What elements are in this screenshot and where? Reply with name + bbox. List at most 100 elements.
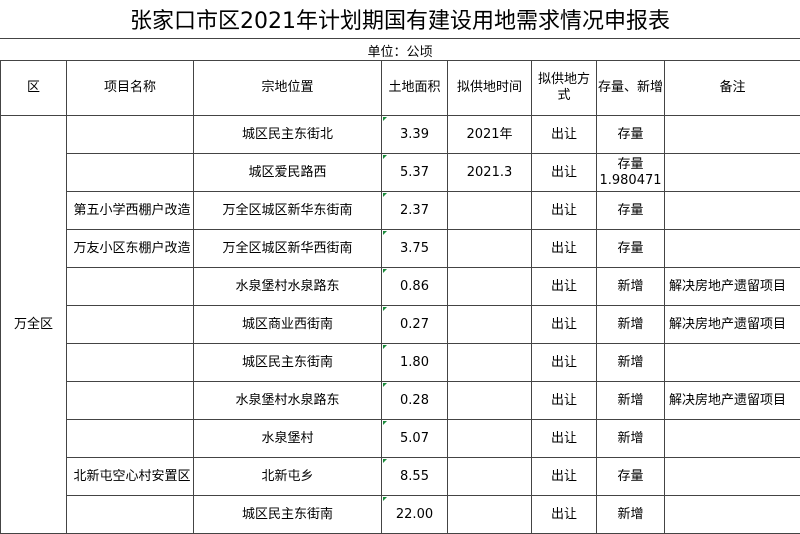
location-cell[interactable]: 城区民主东街南 — [194, 344, 382, 382]
time-cell[interactable] — [448, 230, 532, 268]
type-cell[interactable]: 新增 — [597, 496, 665, 534]
project-cell[interactable] — [67, 382, 194, 420]
method-cell[interactable]: 出让 — [532, 192, 597, 230]
note-cell-text: 解决房地产遗留项目 — [669, 317, 800, 333]
project-cell[interactable]: 万友小区东棚户改造 — [67, 230, 194, 268]
type-cell[interactable]: 存量 — [597, 192, 665, 230]
header-area[interactable]: 土地面积 — [382, 61, 448, 116]
type-cell-text: 存量 — [597, 241, 664, 257]
location-cell[interactable]: 水泉堡村水泉路东 — [194, 382, 382, 420]
method-cell-text: 出让 — [532, 507, 596, 523]
location-cell[interactable]: 城区民主东街北 — [194, 116, 382, 154]
location-cell[interactable]: 城区民主东街南 — [194, 496, 382, 534]
area-cell[interactable]: 8.55 — [382, 458, 448, 496]
note-cell[interactable]: 解决房地产遗留项目 — [665, 306, 800, 344]
note-cell[interactable] — [665, 458, 800, 496]
method-cell[interactable]: 出让 — [532, 344, 597, 382]
header-district[interactable]: 区 — [1, 61, 67, 116]
method-cell[interactable]: 出让 — [532, 154, 597, 192]
location-cell[interactable]: 水泉堡村水泉路东 — [194, 268, 382, 306]
district-cell[interactable]: 万全区 — [1, 116, 67, 534]
type-cell[interactable]: 新增 — [597, 344, 665, 382]
location-cell-text: 城区民主东街北 — [194, 127, 381, 143]
method-cell[interactable]: 出让 — [532, 116, 597, 154]
type-cell[interactable]: 新增 — [597, 420, 665, 458]
method-cell[interactable]: 出让 — [532, 496, 597, 534]
project-cell[interactable] — [67, 420, 194, 458]
type-cell[interactable]: 新增 — [597, 382, 665, 420]
time-cell[interactable] — [448, 496, 532, 534]
method-cell[interactable]: 出让 — [532, 230, 597, 268]
area-cell-text: 22.00 — [382, 507, 447, 523]
location-cell[interactable]: 北新屯乡 — [194, 458, 382, 496]
project-cell[interactable] — [67, 496, 194, 534]
location-cell[interactable]: 城区商业西街南 — [194, 306, 382, 344]
project-cell[interactable] — [67, 306, 194, 344]
area-cell[interactable]: 1.80 — [382, 344, 448, 382]
area-cell[interactable]: 3.39 — [382, 116, 448, 154]
header-project[interactable]: 项目名称 — [67, 61, 194, 116]
note-cell[interactable] — [665, 116, 800, 154]
area-cell[interactable]: 5.37 — [382, 154, 448, 192]
area-cell[interactable]: 5.07 — [382, 420, 448, 458]
note-cell[interactable]: 解决房地产遗留项目 — [665, 268, 800, 306]
area-cell[interactable]: 0.27 — [382, 306, 448, 344]
location-cell-text: 万全区城区新华西街南 — [194, 241, 381, 257]
time-cell[interactable] — [448, 344, 532, 382]
note-cell[interactable] — [665, 344, 800, 382]
type-cell[interactable]: 新增 — [597, 268, 665, 306]
location-cell[interactable]: 水泉堡村 — [194, 420, 382, 458]
project-cell[interactable] — [67, 268, 194, 306]
method-cell[interactable]: 出让 — [532, 306, 597, 344]
time-cell[interactable] — [448, 192, 532, 230]
area-cell[interactable]: 2.37 — [382, 192, 448, 230]
note-cell[interactable]: 解决房地产遗留项目 — [665, 382, 800, 420]
type-cell[interactable]: 存量 1.980471 — [597, 154, 665, 192]
project-cell[interactable]: 第五小学西棚户改造 — [67, 192, 194, 230]
time-cell[interactable]: 2021年 — [448, 116, 532, 154]
unit-label: 单位：公顷 — [0, 38, 800, 61]
type-cell[interactable]: 存量 — [597, 458, 665, 496]
method-cell-text: 出让 — [532, 203, 596, 219]
type-cell-text: 存量 — [597, 203, 664, 219]
header-note[interactable]: 备注 — [665, 61, 800, 116]
project-cell[interactable] — [67, 116, 194, 154]
project-cell[interactable]: 北新屯空心村安置区 — [67, 458, 194, 496]
time-cell[interactable] — [448, 458, 532, 496]
note-cell[interactable] — [665, 154, 800, 192]
header-method[interactable]: 拟供地方式 — [532, 61, 597, 116]
area-cell-text: 3.39 — [382, 127, 447, 143]
area-cell[interactable]: 0.28 — [382, 382, 448, 420]
header-type[interactable]: 存量、新增 — [597, 61, 665, 116]
area-cell[interactable]: 0.86 — [382, 268, 448, 306]
location-cell[interactable]: 城区爱民路西 — [194, 154, 382, 192]
time-cell[interactable]: 2021.3 — [448, 154, 532, 192]
method-cell[interactable]: 出让 — [532, 382, 597, 420]
type-cell[interactable]: 新增 — [597, 306, 665, 344]
project-cell[interactable] — [67, 344, 194, 382]
method-cell[interactable]: 出让 — [532, 268, 597, 306]
time-cell[interactable] — [448, 382, 532, 420]
method-cell[interactable]: 出让 — [532, 458, 597, 496]
note-cell[interactable] — [665, 230, 800, 268]
method-cell[interactable]: 出让 — [532, 420, 597, 458]
project-cell[interactable] — [67, 154, 194, 192]
note-cell[interactable] — [665, 420, 800, 458]
header-time[interactable]: 拟供地时间 — [448, 61, 532, 116]
type-cell[interactable]: 存量 — [597, 230, 665, 268]
time-cell[interactable] — [448, 420, 532, 458]
area-cell[interactable]: 3.75 — [382, 230, 448, 268]
location-cell[interactable]: 万全区城区新华西街南 — [194, 230, 382, 268]
note-cell[interactable] — [665, 496, 800, 534]
location-cell[interactable]: 万全区城区新华东街南 — [194, 192, 382, 230]
time-cell[interactable] — [448, 306, 532, 344]
type-cell[interactable]: 存量 — [597, 116, 665, 154]
note-cell[interactable] — [665, 192, 800, 230]
area-cell[interactable]: 22.00 — [382, 496, 448, 534]
header-location[interactable]: 宗地位置 — [194, 61, 382, 116]
time-cell[interactable] — [448, 268, 532, 306]
